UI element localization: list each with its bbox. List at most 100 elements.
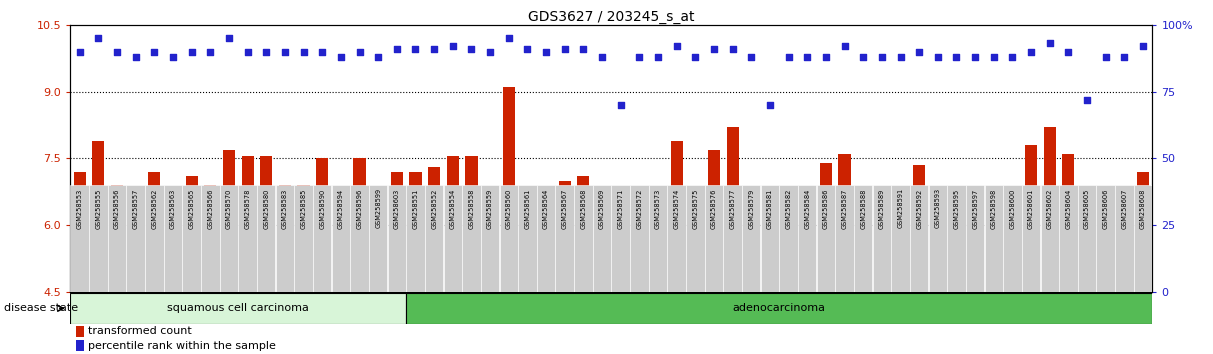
Bar <box>428 167 440 292</box>
Text: GSM258568: GSM258568 <box>580 188 586 229</box>
FancyBboxPatch shape <box>220 185 238 292</box>
Bar <box>1063 154 1075 292</box>
Text: GSM258553: GSM258553 <box>76 188 82 229</box>
Bar <box>223 149 235 292</box>
FancyBboxPatch shape <box>779 185 798 292</box>
Point <box>685 54 705 60</box>
Text: transformed count: transformed count <box>89 326 192 336</box>
Text: GSM258576: GSM258576 <box>711 188 717 229</box>
FancyBboxPatch shape <box>406 293 1152 324</box>
Point <box>816 54 836 60</box>
Point <box>854 54 873 60</box>
Bar <box>596 196 608 292</box>
Bar <box>858 203 870 292</box>
Point <box>890 54 910 60</box>
FancyBboxPatch shape <box>836 185 854 292</box>
Bar <box>1100 203 1112 292</box>
Point <box>70 48 90 54</box>
Point <box>313 48 332 54</box>
Bar <box>894 190 906 292</box>
Text: GSM258558: GSM258558 <box>468 188 474 229</box>
FancyBboxPatch shape <box>164 185 182 292</box>
Bar <box>1137 172 1149 292</box>
Text: GSM258555: GSM258555 <box>96 188 102 229</box>
Bar <box>615 252 627 292</box>
Bar <box>540 194 552 292</box>
FancyBboxPatch shape <box>761 185 779 292</box>
Text: GSM258562: GSM258562 <box>152 188 158 229</box>
Text: GSM258577: GSM258577 <box>729 188 735 229</box>
Text: GSM258580: GSM258580 <box>263 188 269 229</box>
Bar <box>279 185 291 292</box>
Bar <box>335 190 347 292</box>
Bar <box>969 194 981 292</box>
FancyBboxPatch shape <box>798 185 816 292</box>
Bar <box>651 216 664 292</box>
Bar <box>76 326 84 337</box>
Bar <box>745 190 757 292</box>
Text: GSM258598: GSM258598 <box>991 188 997 229</box>
Point <box>872 54 892 60</box>
Point <box>648 54 667 60</box>
Point <box>144 48 164 54</box>
Text: GSM258586: GSM258586 <box>822 188 828 229</box>
Point <box>294 48 313 54</box>
Bar <box>559 181 571 292</box>
Point <box>705 46 724 52</box>
Bar <box>186 176 198 292</box>
Text: GSM258602: GSM258602 <box>1047 188 1053 229</box>
Text: GSM258583: GSM258583 <box>281 188 287 229</box>
Bar <box>522 190 534 292</box>
Point <box>369 54 388 60</box>
Text: GSM258566: GSM258566 <box>207 188 213 229</box>
Point <box>592 54 611 60</box>
Point <box>107 48 126 54</box>
Bar <box>466 156 478 292</box>
Bar <box>260 156 272 292</box>
Text: GSM258604: GSM258604 <box>1065 188 1071 229</box>
Point <box>611 102 631 108</box>
Bar <box>148 172 160 292</box>
FancyBboxPatch shape <box>388 185 406 292</box>
Text: GSM258561: GSM258561 <box>524 188 530 229</box>
FancyBboxPatch shape <box>518 185 536 292</box>
FancyBboxPatch shape <box>1059 185 1077 292</box>
Point <box>406 46 426 52</box>
Text: GSM258590: GSM258590 <box>319 188 325 229</box>
Point <box>387 46 406 52</box>
Text: GSM258585: GSM258585 <box>301 188 307 229</box>
Point <box>89 35 108 41</box>
FancyBboxPatch shape <box>331 185 351 292</box>
Bar <box>353 158 365 292</box>
Point <box>443 43 462 49</box>
Text: GSM258605: GSM258605 <box>1084 188 1090 229</box>
Text: GSM258592: GSM258592 <box>916 188 922 229</box>
Bar <box>484 203 496 292</box>
Text: GSM258603: GSM258603 <box>394 188 400 229</box>
Point <box>761 102 780 108</box>
FancyBboxPatch shape <box>854 185 872 292</box>
Bar <box>708 149 721 292</box>
Text: GSM258606: GSM258606 <box>1103 188 1109 229</box>
Text: disease state: disease state <box>4 303 78 313</box>
FancyBboxPatch shape <box>444 185 462 292</box>
Text: GSM258595: GSM258595 <box>953 188 959 229</box>
Text: adenocarcinoma: adenocarcinoma <box>733 303 826 313</box>
Point <box>1040 41 1059 46</box>
Point <box>630 54 649 60</box>
Text: squamous cell carcinoma: squamous cell carcinoma <box>167 303 309 313</box>
FancyBboxPatch shape <box>947 185 966 292</box>
Point <box>1077 97 1097 102</box>
Point <box>480 48 500 54</box>
FancyBboxPatch shape <box>611 185 630 292</box>
Point <box>966 54 985 60</box>
FancyBboxPatch shape <box>667 185 685 292</box>
Bar <box>410 172 422 292</box>
FancyBboxPatch shape <box>872 185 892 292</box>
FancyBboxPatch shape <box>108 185 126 292</box>
FancyBboxPatch shape <box>593 185 611 292</box>
Bar <box>502 87 514 292</box>
Text: GSM258554: GSM258554 <box>450 188 456 229</box>
Bar <box>876 190 888 292</box>
Bar <box>1118 203 1131 292</box>
